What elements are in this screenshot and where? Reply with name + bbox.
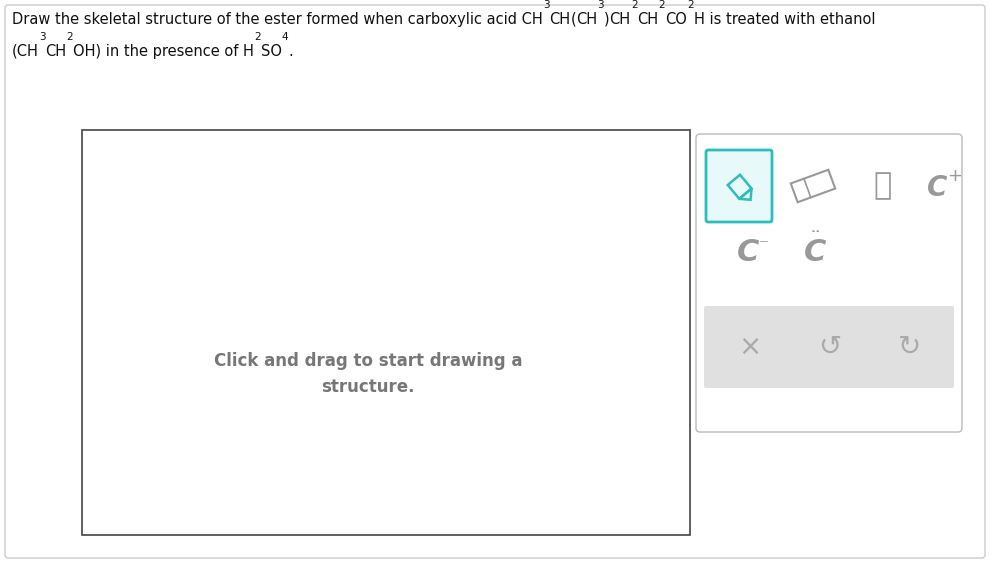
Text: 2: 2 <box>631 0 638 10</box>
Text: +: + <box>947 167 962 185</box>
Text: CH: CH <box>46 44 66 59</box>
Text: (: ( <box>570 12 576 27</box>
FancyBboxPatch shape <box>706 150 772 222</box>
Text: ×: × <box>739 333 761 361</box>
Text: Click and drag to start drawing a: Click and drag to start drawing a <box>214 352 522 370</box>
Bar <box>82 130 690 535</box>
Text: SO: SO <box>260 44 282 59</box>
Text: Draw the skeletal structure of the ester formed when carboxylic acid CH: Draw the skeletal structure of the ester… <box>12 12 543 27</box>
Text: CH: CH <box>549 12 570 27</box>
Text: 2: 2 <box>66 32 73 42</box>
Text: ¨: ¨ <box>810 230 821 250</box>
Text: C: C <box>737 238 759 267</box>
Text: ↺: ↺ <box>819 333 841 361</box>
Text: 3: 3 <box>543 0 549 10</box>
Text: ⁻: ⁻ <box>759 236 769 255</box>
Text: CH: CH <box>638 12 658 27</box>
Text: 2: 2 <box>687 0 694 10</box>
Text: 2: 2 <box>254 32 260 42</box>
Text: ✋: ✋ <box>874 172 892 200</box>
FancyBboxPatch shape <box>704 306 954 388</box>
Text: ): ) <box>604 12 610 27</box>
Text: 3: 3 <box>39 32 46 42</box>
FancyBboxPatch shape <box>5 5 985 558</box>
Text: C: C <box>927 174 947 202</box>
Text: H is treated with ethanol: H is treated with ethanol <box>694 12 875 27</box>
Text: CH: CH <box>610 12 631 27</box>
Text: OH) in the presence of H: OH) in the presence of H <box>73 44 254 59</box>
Text: 2: 2 <box>658 0 665 10</box>
Text: 4: 4 <box>282 32 288 42</box>
Text: 3: 3 <box>597 0 604 10</box>
FancyBboxPatch shape <box>696 134 962 432</box>
Text: (CH: (CH <box>12 44 39 59</box>
Text: CO: CO <box>665 12 687 27</box>
Text: structure.: structure. <box>321 378 415 396</box>
Text: ↻: ↻ <box>898 333 922 361</box>
Text: CH: CH <box>576 12 597 27</box>
Text: .: . <box>288 44 293 59</box>
Text: C: C <box>804 238 827 267</box>
